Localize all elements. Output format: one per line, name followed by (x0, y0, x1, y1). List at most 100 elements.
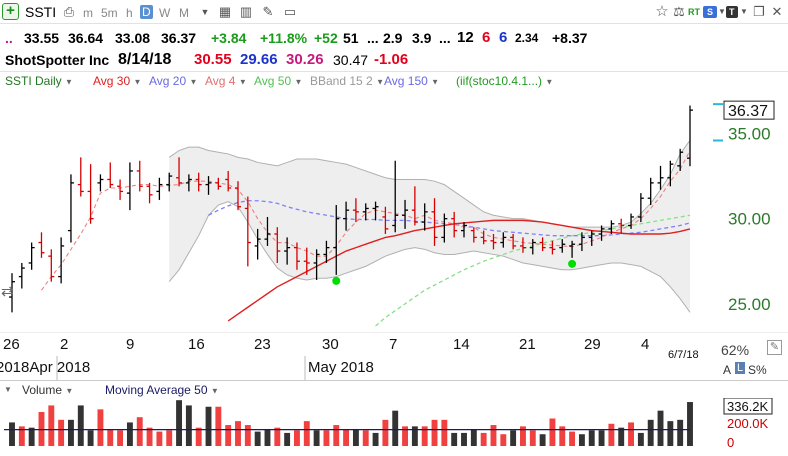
price-chart[interactable]: 36.37 35.00 30.00 25.00 (0, 92, 788, 332)
printer-icon[interactable]: ⎙ (63, 4, 75, 19)
volume-bar (352, 428, 359, 446)
ohlc-bar (235, 181, 241, 211)
indicator-label: Avg 150 (384, 74, 428, 88)
volume-bar (588, 430, 595, 446)
volume-panel-chevron-icon[interactable]: ▼ (4, 385, 12, 394)
arith-scale-label[interactable]: A (723, 363, 732, 377)
period-m[interactable]: m (83, 6, 93, 20)
volume-bar (9, 422, 15, 446)
indicator-avg20[interactable]: Avg 20 ▼ (149, 74, 198, 88)
ohlc-bar (225, 170, 232, 192)
volume-bar (382, 419, 389, 446)
volume-bar (392, 410, 399, 446)
star-icon[interactable]: ☆ (655, 3, 669, 20)
sync-icon[interactable]: ⇄ (1, 283, 14, 300)
ohlc-bar (549, 240, 556, 255)
ohlc-bar (362, 203, 369, 221)
volume-bar (68, 419, 74, 446)
volume-label[interactable]: Volume ▼ (22, 383, 74, 397)
pencil-icon[interactable]: ✎ (262, 4, 274, 19)
more-dots[interactable]: .. (5, 30, 13, 46)
percent-scale-label[interactable]: S% (748, 363, 767, 377)
restore-icon[interactable]: ❐ (753, 4, 765, 19)
ohlc-bar (136, 160, 143, 192)
period-m-month[interactable]: M (179, 6, 189, 20)
period-w[interactable]: W (159, 6, 171, 20)
indicator-avg150[interactable]: Avg 150 ▼ (384, 74, 440, 88)
period-5m[interactable]: 5m (101, 6, 118, 20)
ohlc-bar (126, 162, 133, 211)
x-tick-label: 21 (519, 336, 536, 353)
chevron-down-icon[interactable]: ▼ (200, 7, 210, 17)
ohlc-bar (637, 193, 644, 223)
log-scale-label[interactable]: L (735, 362, 746, 374)
x-tick-label: 29 (584, 336, 601, 353)
ohlc-bar (97, 174, 104, 192)
volume-bar (628, 422, 634, 446)
chevron-down-icon[interactable]: ▼ (718, 7, 726, 16)
period-d[interactable]: D (140, 5, 153, 19)
chevron-down-icon[interactable]: ▼ (740, 7, 748, 16)
zoom-percent[interactable]: 62% (721, 342, 750, 358)
volume-bar (303, 421, 310, 446)
volume-bar (28, 427, 35, 446)
indicator-label: (iif(stoc10.4.1...) (456, 74, 543, 88)
scale-icon[interactable]: ⚖ (673, 4, 685, 19)
volume-bar (637, 432, 644, 446)
indicator-avg50[interactable]: Avg 50 ▼ (254, 74, 303, 88)
x-tick-label: 14 (453, 336, 470, 353)
s-tag[interactable]: S (703, 6, 718, 18)
symbol-input[interactable]: SSTI (25, 4, 57, 20)
indicator-stoc[interactable]: (iif(stoc10.4.1...) ▼ (456, 74, 554, 88)
ohlc-bar (559, 239, 566, 253)
volume-bar (520, 426, 526, 446)
volume-bar (569, 431, 576, 446)
add-symbol-icon[interactable]: + (2, 3, 19, 20)
volume-bar (97, 409, 104, 446)
ohlc-bar (628, 213, 635, 229)
indicator-bband[interactable]: BBand 15 2 ▼ (310, 74, 384, 88)
volume-bar (559, 426, 566, 446)
grid-icon[interactable]: ▦ (218, 4, 232, 19)
volume-bar (333, 425, 340, 446)
ohlc-bar (667, 160, 674, 187)
ohlc-bar (588, 230, 595, 246)
volume-chart[interactable]: 336.2K 200.0K 0 (0, 398, 788, 456)
y-tick-label: 36.37 (728, 103, 768, 120)
indicator-avg4[interactable]: Avg 4 ▼ (205, 74, 247, 88)
period-h[interactable]: h (126, 6, 133, 20)
image-icon[interactable]: ▭ (283, 4, 297, 19)
indicator-bar (0, 71, 788, 72)
info-m5: -1.06 (374, 51, 409, 68)
ohlc-bar (451, 211, 458, 238)
chart-bars-icon[interactable]: ▥ (239, 4, 253, 19)
rt-tag[interactable]: RT (688, 7, 700, 17)
volume-bar (195, 427, 202, 446)
quote-dots1: ... (367, 30, 379, 46)
x-tick-label: 16 (188, 336, 205, 353)
y-tick-label: 25.00 (728, 295, 771, 314)
t-tag[interactable]: T (726, 6, 738, 18)
indicator-label: Avg 30 (93, 74, 131, 88)
month-label: May 2018 (308, 359, 374, 376)
volume-ma-label[interactable]: Moving Average 50 ▼ (105, 383, 219, 397)
volume-bar (411, 426, 418, 446)
indicator-label: BBand 15 2 (310, 74, 373, 88)
close-icon[interactable]: ✕ (771, 4, 783, 19)
volume-bar (136, 417, 143, 446)
ohlc-bar (176, 157, 183, 187)
volume-bar (77, 405, 84, 446)
indicator-label: Avg 20 (149, 74, 187, 88)
volume-bar (323, 430, 330, 446)
indicator-ssti-daily[interactable]: SSTI Daily ▼ (5, 74, 73, 88)
ohlc-bar (402, 199, 409, 229)
volume-ma-label-text: Moving Average 50 (105, 383, 208, 397)
ohlc-bar (411, 186, 418, 226)
avg30-line (227, 219, 691, 322)
indicator-avg30[interactable]: Avg 30 ▼ (93, 74, 142, 88)
indicator-label: SSTI Daily (5, 74, 62, 88)
quote-close: 36.37 (161, 30, 197, 46)
pencil-icon[interactable]: ✎ (767, 340, 782, 355)
volume-bar (146, 427, 153, 446)
volume-axis-label: 200.0K (727, 416, 769, 431)
